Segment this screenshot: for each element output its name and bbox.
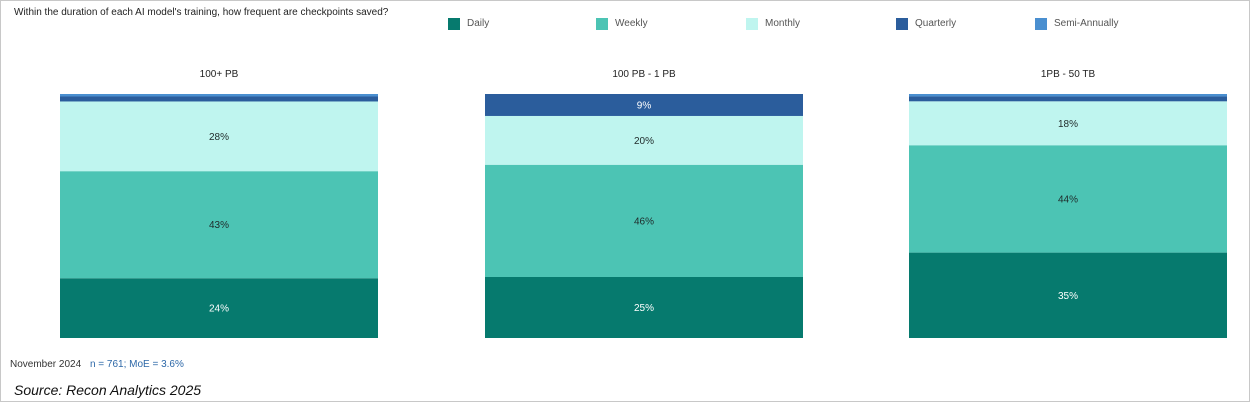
legend-swatch-semi-annually xyxy=(1035,18,1047,30)
legend-swatch-quarterly xyxy=(896,18,908,30)
legend-label-quarterly: Quarterly xyxy=(915,18,957,29)
bar-segment-3-daily xyxy=(909,252,1227,338)
legend-swatch-monthly xyxy=(746,18,758,30)
bar-segment-3-semi-annually xyxy=(909,94,1227,97)
bar-segment-2-monthly xyxy=(485,115,803,165)
data-label-3-daily: 35% xyxy=(1058,291,1078,302)
data-label-2-weekly: 46% xyxy=(634,216,654,227)
bar-segment-1-daily xyxy=(60,278,378,338)
legend-swatch-daily xyxy=(448,18,460,30)
source-note: Source: Recon Analytics 2025 xyxy=(14,382,202,398)
data-label-1-monthly: 28% xyxy=(209,132,229,143)
data-label-1-weekly: 43% xyxy=(209,220,229,231)
bar-segment-2-weekly xyxy=(485,164,803,277)
data-label-2-monthly: 20% xyxy=(634,136,654,147)
bar-segment-1-semi-annually xyxy=(60,94,378,97)
footnote-stats: n = 761; MoE = 3.6% xyxy=(89,359,184,370)
data-label-3-weekly: 44% xyxy=(1058,194,1078,205)
legend-label-monthly: Monthly xyxy=(765,18,801,29)
legend-label-semi-annually: Semi-Annually xyxy=(1054,18,1119,29)
panel-title-1: 100+ PB xyxy=(199,69,239,80)
data-label-2-quarterly: 9% xyxy=(637,100,652,111)
bar-segment-1-monthly xyxy=(60,101,378,172)
footnote-date: November 2024 xyxy=(10,359,82,370)
bar-segment-2-daily xyxy=(485,277,803,338)
data-label-3-monthly: 18% xyxy=(1058,119,1078,130)
footnote: November 2024 n = 761; MoE = 3.6% xyxy=(10,358,184,372)
panel-title-3: 1PB - 50 TB xyxy=(1040,69,1096,80)
chart-question: Within the duration of each AI model's t… xyxy=(14,7,389,18)
panel-title-2: 100 PB - 1 PB xyxy=(612,69,676,80)
legend-swatch-weekly xyxy=(596,18,608,30)
legend-label-weekly: Weekly xyxy=(615,18,648,29)
legend-label-daily: Daily xyxy=(467,18,490,29)
bar-segment-3-weekly xyxy=(909,145,1227,253)
data-label-1-daily: 24% xyxy=(209,304,229,315)
bar-segment-1-weekly xyxy=(60,171,378,279)
bar-segment-3-monthly xyxy=(909,101,1227,146)
bar-segment-3-quarterly xyxy=(909,96,1227,102)
bar-segment-1-quarterly xyxy=(60,96,378,102)
data-label-2-daily: 25% xyxy=(634,303,654,314)
bar-segment-2-quarterly xyxy=(485,94,803,116)
